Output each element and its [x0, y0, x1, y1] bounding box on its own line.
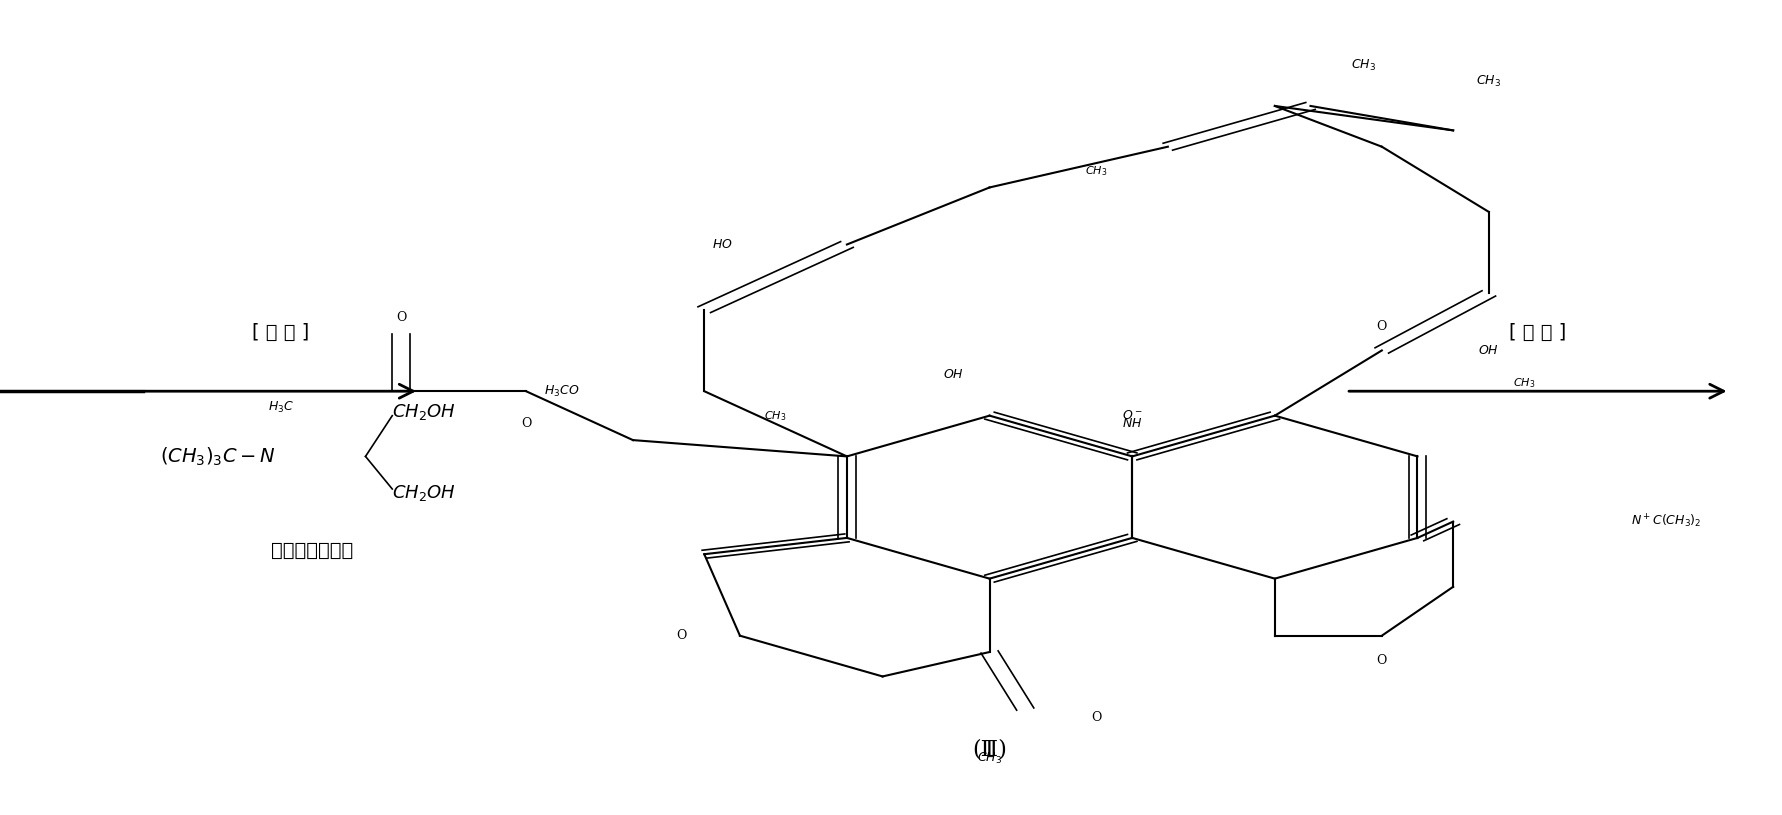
Text: $CH_3$: $CH_3$ [1475, 74, 1500, 89]
Text: $O^-$: $O^-$ [1121, 409, 1142, 422]
Text: $H_3C$: $H_3C$ [267, 400, 294, 415]
Text: $CH_2OH$: $CH_2OH$ [392, 402, 456, 421]
Text: $CH_2OH$: $CH_2OH$ [392, 483, 456, 503]
Text: $H_3CO$: $H_3CO$ [544, 384, 579, 399]
Text: (Ⅲ): (Ⅲ) [971, 739, 1007, 760]
Text: $NH$: $NH$ [1121, 417, 1142, 430]
Text: $CH_3$: $CH_3$ [977, 751, 1001, 765]
Text: O: O [1376, 319, 1386, 333]
Text: O: O [396, 311, 406, 324]
Text: $OH$: $OH$ [943, 368, 964, 381]
Text: $CH_3$: $CH_3$ [1513, 377, 1534, 390]
Text: $(CH_3)_3C-N$: $(CH_3)_3C-N$ [160, 445, 276, 468]
Text: O: O [1376, 654, 1386, 667]
Text: 二羟甲基特丁胺: 二羟甲基特丁胺 [271, 540, 353, 560]
Text: [ 水 解 ]: [ 水 解 ] [1508, 324, 1566, 342]
Text: $CH_3$: $CH_3$ [764, 409, 786, 422]
Text: $N^+C(CH_3)_2$: $N^+C(CH_3)_2$ [1631, 513, 1702, 531]
Text: O: O [675, 629, 686, 642]
Text: O: O [520, 417, 531, 430]
Text: $HO$: $HO$ [711, 238, 732, 251]
Text: $CH_3$: $CH_3$ [1351, 58, 1376, 73]
Text: $CH_3$: $CH_3$ [1085, 165, 1107, 178]
Text: [ 环 合 ]: [ 环 合 ] [251, 324, 310, 342]
Text: O: O [1091, 711, 1101, 724]
Text: $OH$: $OH$ [1477, 344, 1499, 357]
